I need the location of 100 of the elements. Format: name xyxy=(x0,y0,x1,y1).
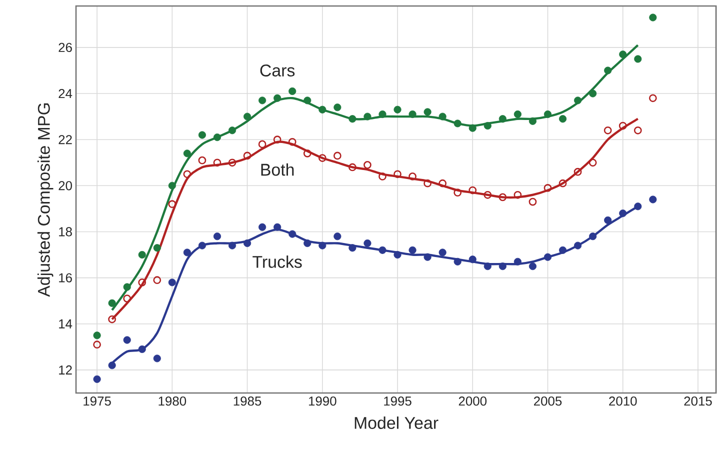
point xyxy=(558,179,567,188)
point xyxy=(168,278,176,286)
point xyxy=(574,168,582,176)
point xyxy=(604,66,612,74)
point xyxy=(364,160,372,169)
y-tick-label: 18 xyxy=(59,227,72,236)
point xyxy=(348,115,356,123)
point xyxy=(619,210,627,218)
point xyxy=(574,96,582,104)
point xyxy=(454,188,462,197)
point xyxy=(183,248,191,256)
point xyxy=(138,278,146,286)
point xyxy=(528,198,537,206)
point xyxy=(364,239,372,248)
point xyxy=(274,223,282,231)
point xyxy=(243,239,252,248)
x-tick-label: 2005 xyxy=(534,396,562,406)
point xyxy=(183,150,191,158)
point xyxy=(649,196,657,204)
point xyxy=(138,345,146,354)
point xyxy=(484,262,492,270)
point xyxy=(468,186,477,194)
point xyxy=(318,106,326,114)
point xyxy=(438,179,447,188)
point xyxy=(198,156,206,164)
point xyxy=(364,112,372,120)
point xyxy=(333,152,342,160)
line-series xyxy=(110,118,639,320)
point xyxy=(288,230,296,238)
point xyxy=(378,246,386,254)
point xyxy=(274,94,282,102)
point xyxy=(558,115,567,123)
point xyxy=(198,242,206,250)
x-tick-label: 1975 xyxy=(84,396,111,406)
point xyxy=(318,242,326,250)
y-tick-label: 26 xyxy=(58,42,72,52)
point xyxy=(258,96,266,104)
point xyxy=(273,136,282,144)
point xyxy=(514,258,522,266)
point xyxy=(213,158,222,167)
point xyxy=(394,250,402,259)
point xyxy=(93,332,101,340)
x-tick-label: 1995 xyxy=(384,396,412,406)
point xyxy=(634,55,642,63)
point xyxy=(589,90,597,98)
point xyxy=(378,110,386,118)
point xyxy=(243,152,252,160)
point xyxy=(544,184,552,192)
point xyxy=(454,258,462,266)
y-tick-label: 24 xyxy=(58,88,72,98)
point xyxy=(93,340,101,349)
point xyxy=(424,108,432,116)
point xyxy=(304,96,312,104)
x-tick-label: 1990 xyxy=(308,396,336,406)
series-label: Both xyxy=(261,163,294,176)
point xyxy=(588,158,597,167)
line-series xyxy=(110,44,639,312)
point xyxy=(618,122,627,130)
point xyxy=(408,246,416,254)
point xyxy=(348,163,356,172)
point xyxy=(619,50,627,58)
point xyxy=(589,232,597,240)
point xyxy=(394,106,402,114)
point xyxy=(498,262,506,270)
point xyxy=(649,14,657,22)
point xyxy=(138,250,146,259)
point xyxy=(318,154,326,162)
point xyxy=(634,126,642,134)
y-tick-label: 14 xyxy=(59,319,72,328)
point xyxy=(408,172,416,180)
point xyxy=(288,87,296,96)
point xyxy=(498,193,507,202)
point xyxy=(334,104,342,112)
point xyxy=(228,242,236,250)
point xyxy=(228,126,236,134)
point xyxy=(93,375,101,383)
point xyxy=(604,126,612,134)
point xyxy=(213,232,222,240)
point xyxy=(123,294,132,302)
point xyxy=(243,112,252,120)
point xyxy=(123,283,131,291)
x-tick-label: 2010 xyxy=(609,396,637,406)
point xyxy=(634,202,642,210)
series-label: Cars xyxy=(260,64,295,76)
point xyxy=(198,131,206,139)
point xyxy=(183,170,192,178)
point xyxy=(558,246,567,254)
series-label: Trucks xyxy=(252,255,302,268)
point xyxy=(438,248,446,256)
point xyxy=(288,138,296,146)
point xyxy=(108,362,116,370)
point xyxy=(544,110,552,118)
point xyxy=(544,253,552,261)
point xyxy=(498,115,506,123)
point xyxy=(514,190,522,199)
x-tick-label: 1980 xyxy=(158,396,186,406)
point xyxy=(348,244,356,252)
point xyxy=(258,140,266,148)
point xyxy=(304,239,312,248)
point xyxy=(394,170,402,178)
